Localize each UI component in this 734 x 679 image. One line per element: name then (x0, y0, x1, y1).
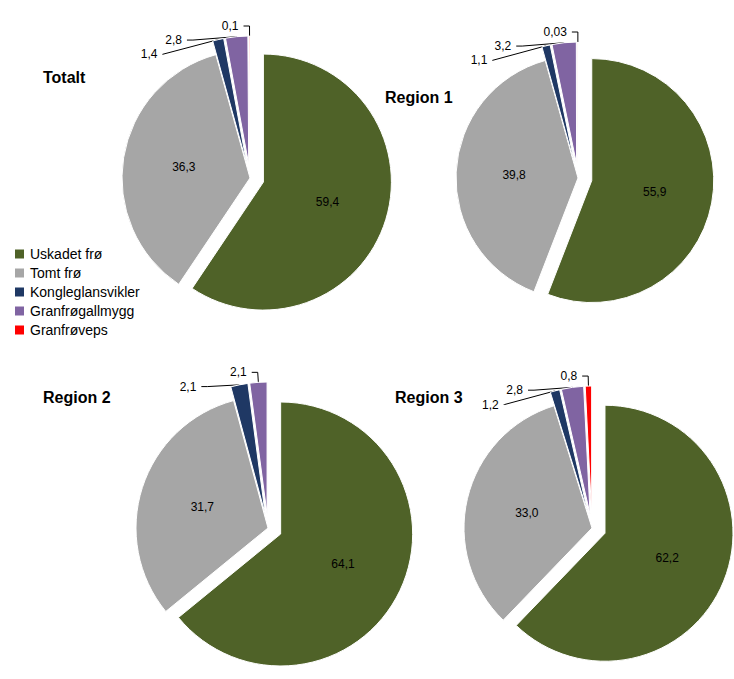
svg-text:0,03: 0,03 (544, 25, 568, 39)
svg-text:2,1: 2,1 (180, 380, 197, 394)
svg-text:64,1: 64,1 (331, 557, 355, 571)
svg-text:2,1: 2,1 (230, 365, 247, 379)
svg-text:0,8: 0,8 (560, 369, 577, 383)
svg-text:Region 3: Region 3 (395, 389, 463, 406)
svg-text:0,1: 0,1 (222, 19, 239, 33)
svg-text:36,3: 36,3 (172, 160, 196, 174)
svg-text:2,8: 2,8 (506, 383, 523, 397)
svg-text:59,4: 59,4 (316, 195, 340, 209)
svg-text:Region 2: Region 2 (43, 389, 111, 406)
svg-text:Totalt: Totalt (43, 69, 86, 86)
svg-text:Uskadet frø: Uskadet frø (30, 246, 103, 262)
svg-text:1,4: 1,4 (141, 47, 158, 61)
svg-text:1,1: 1,1 (471, 53, 488, 67)
svg-text:1,2: 1,2 (482, 398, 499, 412)
svg-text:33,0: 33,0 (515, 506, 539, 520)
svg-text:55,9: 55,9 (643, 185, 667, 199)
svg-text:2,8: 2,8 (165, 33, 182, 47)
svg-text:Kongleglansvikler: Kongleglansvikler (30, 284, 140, 300)
svg-text:39,8: 39,8 (502, 168, 526, 182)
svg-text:Granfrøgallmygg: Granfrøgallmygg (30, 303, 134, 319)
svg-text:31,7: 31,7 (191, 500, 215, 514)
svg-text:62,2: 62,2 (655, 551, 679, 565)
svg-text:Tomt frø: Tomt frø (30, 265, 82, 281)
svg-text:Granfrøveps: Granfrøveps (30, 322, 108, 338)
svg-text:Region 1: Region 1 (385, 89, 453, 106)
svg-text:3,2: 3,2 (495, 39, 512, 53)
